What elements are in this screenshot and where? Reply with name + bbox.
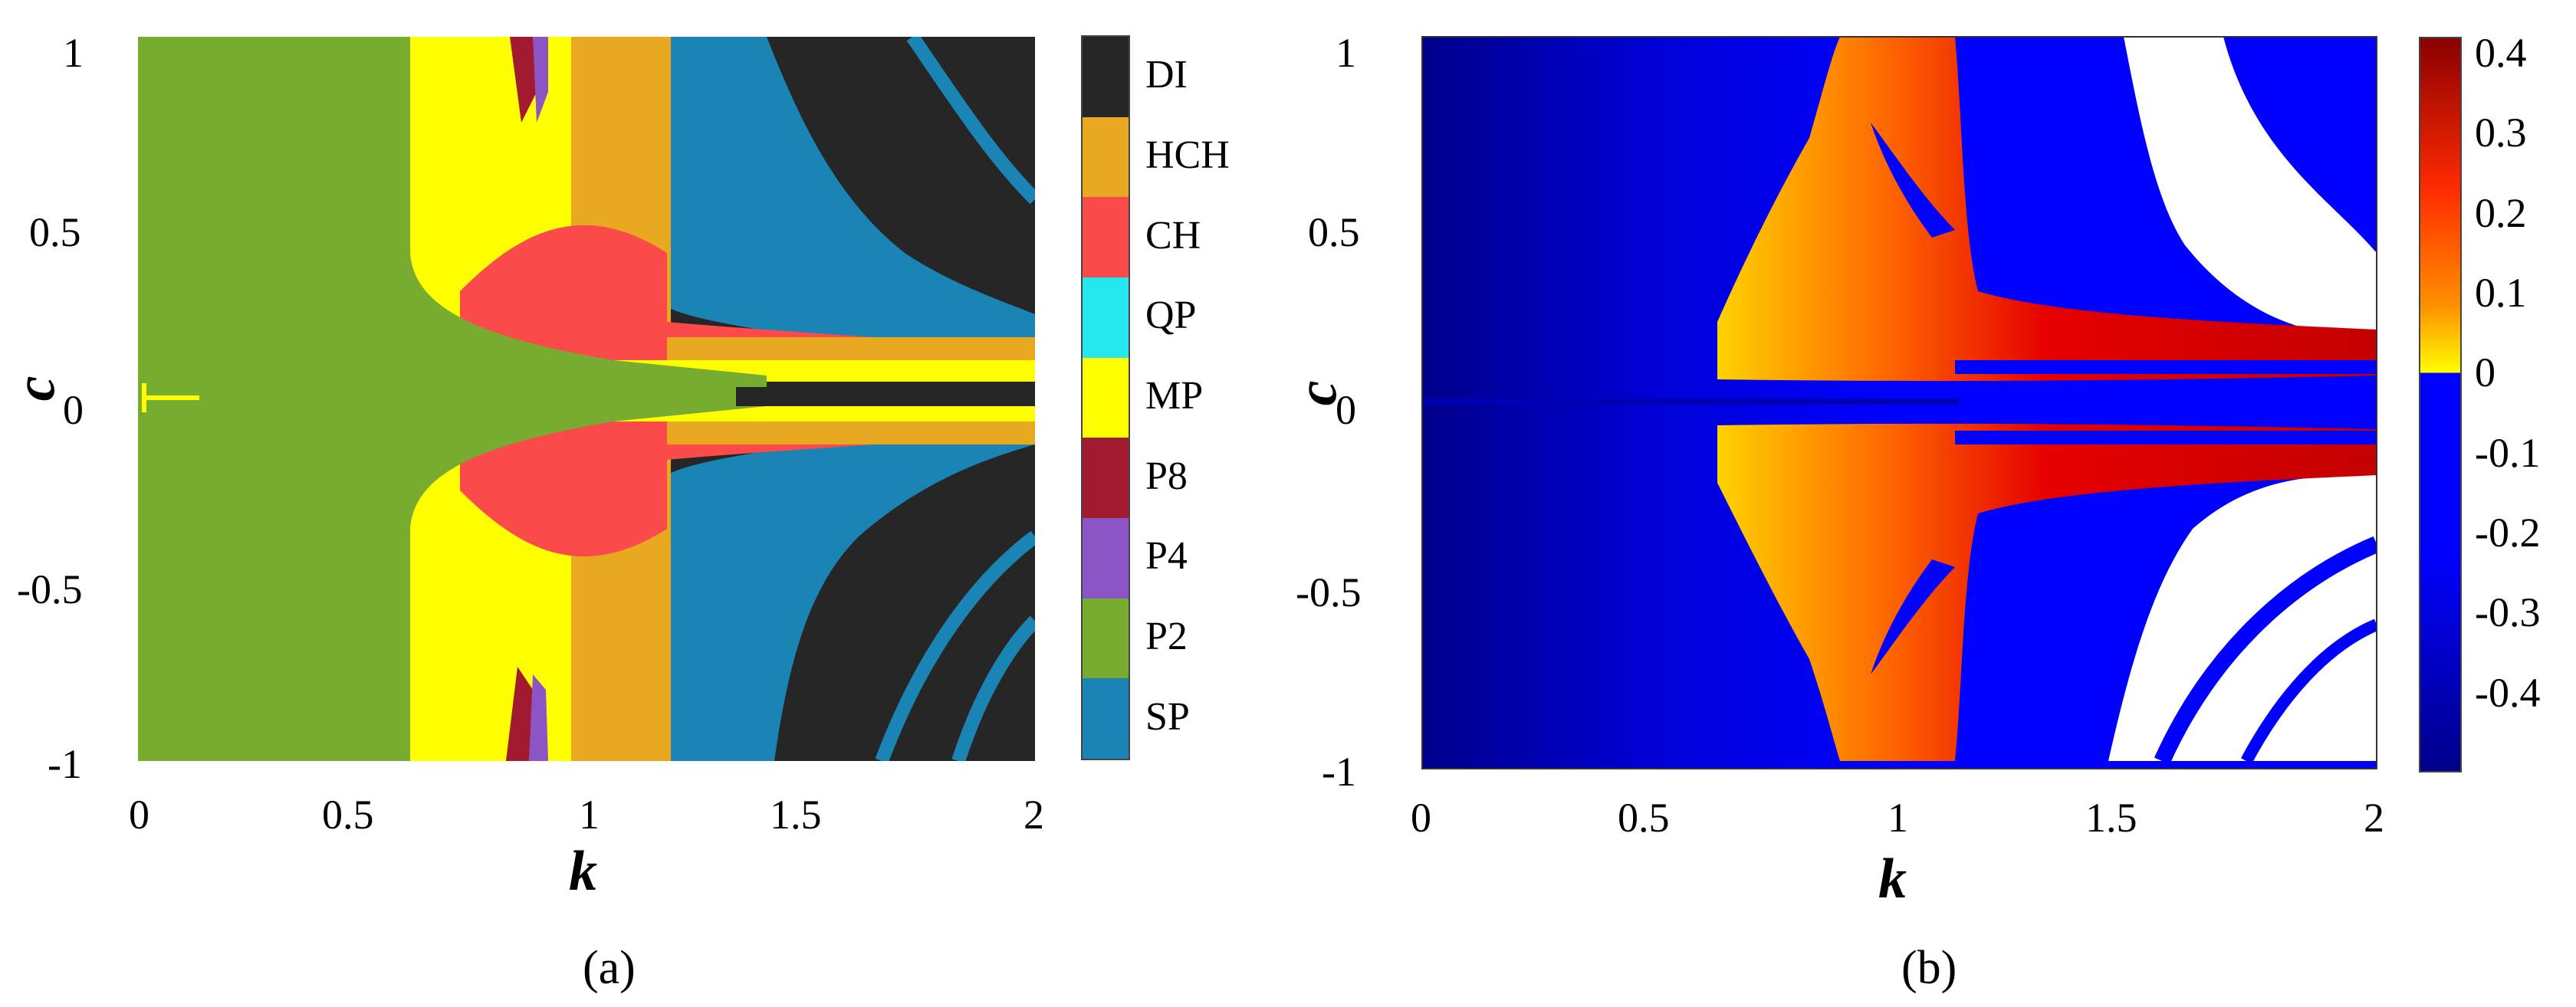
legend-swatch-ch [1083,197,1129,278]
legend-label-mp: MP [1145,374,1204,418]
region-p4-bot [529,674,548,761]
legend-swatch-hch [1083,116,1129,198]
plot-area-b [1422,37,2377,769]
region-p8-bot [506,667,533,761]
xtick-a-2: 2 [1024,792,1044,838]
region-p8-top [510,37,537,123]
legend-swatch-p2 [1083,598,1129,679]
blue-arc-top [2225,37,2377,235]
xtick-b-2: 2 [2364,795,2384,841]
legend-label-ch: CH [1145,213,1201,257]
region-ch-top [460,225,1035,364]
fan-center-blue [1963,383,2377,421]
region-p4-top [533,37,548,123]
region-hch-band-top [667,337,1035,360]
ytick-b-0: 0 [1336,387,1356,433]
region-mp-spike-v [142,383,146,412]
positive-fan-bot [1717,423,2377,761]
xtick-b-15: 1.5 [2085,795,2137,841]
xtick-b-0: 0 [1411,795,1431,841]
xtick-a-05: 0.5 [322,792,374,838]
colorbar-tick-5: -0.1 [2475,429,2541,476]
ylabel-a: c [4,376,67,402]
white-region-bot [2108,475,2377,761]
legend-a [1081,35,1130,760]
region-sp-bottom [667,414,1035,761]
chart-a: 1 0.5 0 -0.5 -1 0 0.5 1 1.5 2 k c DI HCH C… [4,30,1230,994]
ytick-a-m05: -0.5 [17,566,83,612]
legend-swatch-qp [1083,277,1129,359]
legend-label-qp: QP [1145,294,1197,338]
legend-swatch-di [1083,37,1129,118]
ytick-b-m05: -0.5 [1296,569,1362,615]
positive-fan-top [1717,37,2377,382]
blue-arc-bot2 [2240,618,2377,764]
ytick-b-1: 1 [1336,30,1356,76]
legend-label-hch: HCH [1145,133,1230,177]
region-sp-arc-bot2 [951,615,1035,761]
white-region-top [2124,37,2377,337]
legend-label-p2: P2 [1145,615,1188,658]
ytick-b-m1: -1 [1322,749,1356,795]
ytick-b-05: 0.5 [1308,209,1360,255]
legend-label-p4: P4 [1145,534,1188,579]
colorbar-tick-4: 0 [2475,349,2496,396]
chart-b: 1 0.5 0 -0.5 -1 0 0.5 1 1.5 2 k c 0.4 0.3… [1286,0,2576,1007]
region-sp-top [667,37,1035,360]
xtick-a-1: 1 [579,792,600,838]
colorbar-tick-7: -0.3 [2475,589,2541,636]
region-sp-arc-bot1 [875,530,1035,761]
colorbar-tick-8: -0.4 [2475,669,2541,716]
fan-inner-wedge-top [1871,123,1955,238]
region-hch-band-bot [667,421,1035,444]
colorbar-tick-1: 0.3 [2475,110,2527,156]
caption-b: (b) [1901,942,1957,994]
fan-gap-top [1955,360,2377,374]
ytick-a-05: 0.5 [29,209,81,255]
fan-inner-wedge-bot [1871,559,1955,674]
xtick-a-15: 1.5 [770,792,822,838]
plot-area-a [138,37,1035,761]
colorbar-tick-3: 0.1 [2475,269,2527,316]
legend-swatch-p4 [1083,518,1129,599]
colorbar-b [2419,37,2462,772]
plot-frame-b [1421,36,2377,769]
ylabel-b: c [1286,380,1349,406]
ytick-a-m1: -1 [48,741,82,787]
legend-swatch-sp [1083,678,1129,759]
region-p2 [138,37,767,761]
xlabel-a: k [569,840,597,903]
xlabel-b: k [1878,848,1907,910]
legend-label-di: DI [1145,53,1188,97]
legend-label-p8: P8 [1145,454,1188,498]
ytick-a-0: 0 [63,387,84,433]
center-dark-line [1422,399,1959,405]
heatmap-b [1421,36,2377,769]
legend-swatch-mp [1083,357,1129,438]
legend-label-sp: SP [1145,694,1190,739]
legend-swatch-p8 [1083,438,1129,519]
xtick-a-0: 0 [129,792,150,838]
colorbar-tick-6: -0.2 [2475,509,2541,556]
region-sp-arc-top [906,37,1035,205]
fan-gap-bot [1955,431,2377,444]
colorbar-tick-2: 0.2 [2475,189,2527,236]
heatmap-a [138,37,1035,761]
region-di-center [736,387,1035,406]
caption-a: (a) [583,942,636,994]
blue-arc-bot [2154,536,2377,765]
region-ch-bottom [460,418,1035,557]
region-mp-spike [142,395,199,400]
xtick-b-1: 1 [1888,795,1908,841]
xtick-b-05: 0.5 [1618,795,1670,841]
ytick-a-1: 1 [63,30,84,76]
colorbar-tick-0: 0.4 [2475,29,2527,76]
